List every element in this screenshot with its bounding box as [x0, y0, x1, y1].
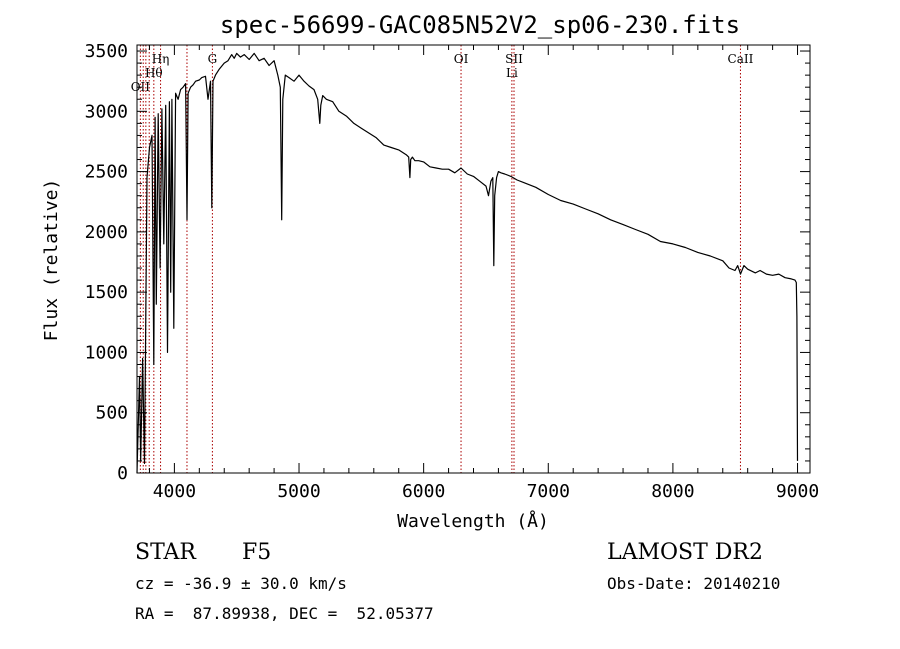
object-class: STAR [135, 540, 196, 565]
y-tick-label: 3000 [85, 101, 128, 122]
spectral-line-label: SII [505, 52, 523, 66]
x-tick-label: 7000 [527, 481, 570, 502]
observation-date: Obs-Date: 20140210 [607, 574, 781, 593]
y-tick-label: 2000 [85, 222, 128, 243]
spectral-line-label: G [208, 52, 218, 66]
y-tick-label: 0 [117, 463, 128, 484]
chart-title: spec-56699-GAC085N52V2_sp06-230.fits [220, 11, 740, 39]
object-subclass: F5 [242, 540, 272, 565]
spectral-line-label: OI [454, 52, 469, 66]
survey-name: LAMOST DR2 [607, 540, 763, 565]
sky-coordinates: RA = 87.89938, DEC = 52.05377 [135, 604, 434, 623]
x-tick-label: 8000 [651, 481, 694, 502]
x-axis-label: Wavelength (Å) [397, 510, 549, 532]
spectral-line-label: Hθ [145, 66, 163, 80]
spectrum-line [136, 52, 799, 474]
x-tick-label: 6000 [402, 481, 445, 502]
spectral-line-label: Li [506, 66, 518, 80]
x-tick-label: 5000 [277, 481, 320, 502]
y-axis-label: Flux (relative) [41, 179, 62, 342]
y-tick-label: 1000 [85, 342, 128, 363]
y-tick-label: 3500 [85, 41, 128, 62]
plot-frame [136, 44, 811, 474]
spectral-line-label: CaII [728, 52, 754, 66]
x-tick-label: 4000 [153, 481, 196, 502]
y-tick-label: 2500 [85, 162, 128, 183]
redshift-cz: cz = -36.9 ± 30.0 km/s [135, 574, 347, 593]
x-axis: 4000 5000 6000 7000 8000 9000 [148, 45, 819, 502]
y-tick-label: 500 [95, 403, 128, 424]
y-tick-label: 1500 [85, 282, 128, 303]
y-axis: 0 500 1000 1500 2000 2500 3000 3500 [85, 41, 810, 484]
x-tick-label: 9000 [776, 481, 819, 502]
spectral-line-label: Hη [152, 52, 170, 66]
